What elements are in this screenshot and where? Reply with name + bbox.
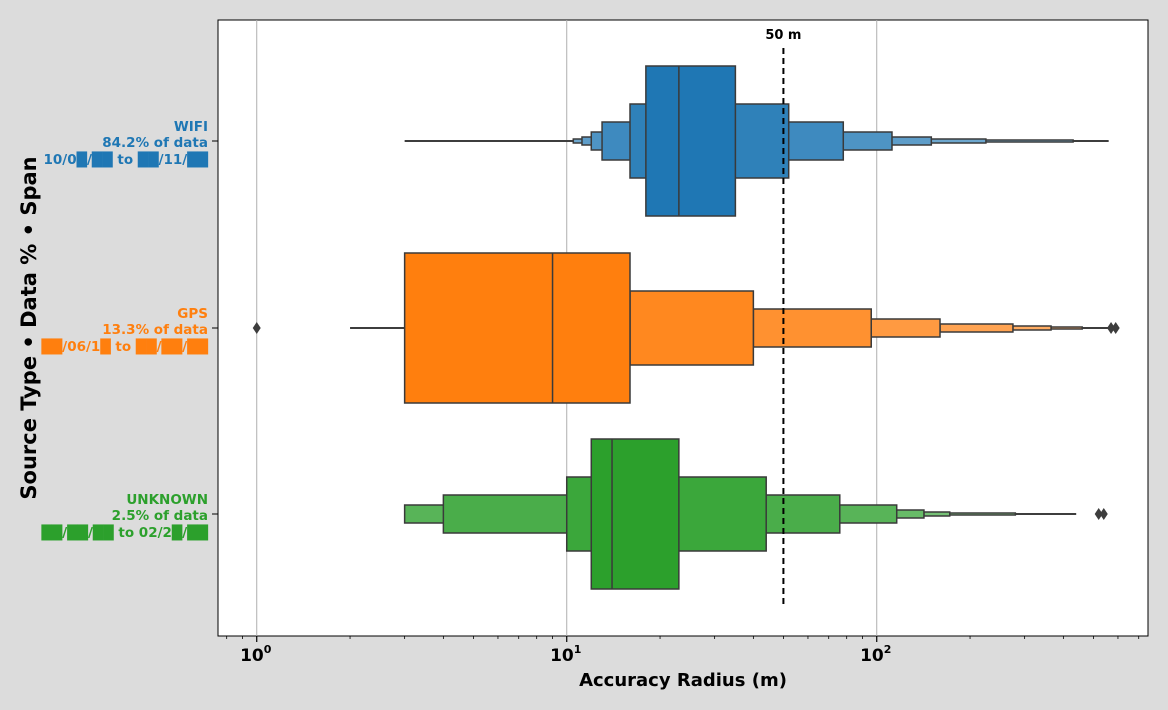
boxen-box <box>923 511 951 517</box>
x-axis-label: Accuracy Radius (m) <box>579 670 787 691</box>
x-axis-ticks: 100 101 102 <box>226 636 1140 666</box>
category-date-span: 10/0█/██ to ██/11/██ <box>44 151 209 168</box>
boxen-box <box>590 438 680 590</box>
category-percent: 84.2% of data <box>102 135 208 151</box>
outlier-marker <box>1111 322 1120 334</box>
outlier-marker <box>252 322 261 334</box>
x-tick-label: 101 <box>550 643 581 666</box>
category-name: GPS <box>177 306 208 322</box>
boxen-box <box>1012 325 1052 331</box>
reference-line-label: 50 m <box>765 28 801 43</box>
boxen-box <box>948 512 1017 516</box>
reference-line-group: 50 m <box>765 28 801 608</box>
category-percent: 2.5% of data <box>112 508 208 524</box>
boxen-box <box>895 509 925 519</box>
boxen-box <box>752 308 872 348</box>
outlier-marker <box>1094 508 1103 520</box>
boxen-box <box>939 323 1014 333</box>
boxen-series <box>252 65 1120 590</box>
boxen-box <box>870 318 941 338</box>
category-date-span: ██/██/██ to 02/2█/██ <box>41 524 209 541</box>
boxen-box <box>403 252 631 404</box>
boxen-box <box>645 65 737 217</box>
y-axis-label: Source Type • Data % • Span <box>17 156 41 499</box>
x-tick-label: 102 <box>860 643 891 666</box>
category-date-span: ██/06/1█ to ██/██/██ <box>41 338 209 355</box>
x-tick-label: 100 <box>240 643 272 666</box>
category-name: UNKNOWN <box>126 492 208 508</box>
boxen-box <box>629 290 755 366</box>
outlier-marker <box>1107 322 1116 334</box>
boxen-box <box>1050 326 1083 330</box>
category-percent: 13.3% of data <box>102 322 208 338</box>
category-name: WIFI <box>174 119 208 135</box>
outlier-marker <box>1099 508 1108 520</box>
